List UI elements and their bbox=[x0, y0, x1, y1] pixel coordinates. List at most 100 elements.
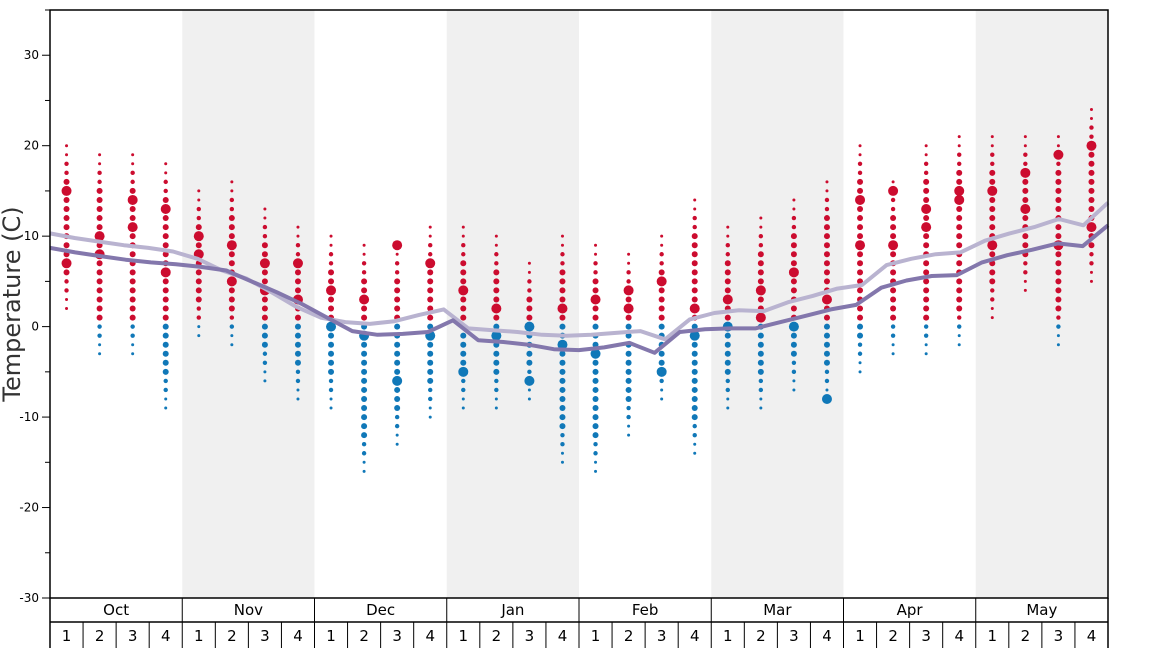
temperature-point bbox=[990, 161, 995, 166]
temperature-point bbox=[1055, 260, 1062, 267]
temperature-point bbox=[197, 334, 201, 338]
temperature-point bbox=[725, 252, 730, 257]
temperature-point bbox=[493, 368, 500, 375]
temperature-point bbox=[691, 341, 698, 348]
temperature-point bbox=[96, 278, 103, 285]
temperature-point bbox=[658, 323, 665, 330]
temperature-point bbox=[923, 242, 930, 249]
temperature-point bbox=[361, 395, 368, 402]
temperature-point bbox=[228, 305, 235, 312]
temperature-point bbox=[295, 378, 301, 384]
temperature-point bbox=[957, 324, 962, 329]
temperature-point bbox=[660, 243, 664, 247]
temperature-point bbox=[162, 242, 169, 249]
temperature-point bbox=[64, 288, 69, 293]
temperature-point bbox=[823, 323, 830, 330]
temperature-point bbox=[722, 294, 733, 305]
temperature-point bbox=[394, 278, 401, 285]
temperature-point bbox=[592, 377, 599, 384]
temperature-point bbox=[164, 397, 168, 401]
temperature-point bbox=[923, 178, 930, 185]
temperature-point bbox=[295, 369, 301, 375]
temperature-point bbox=[559, 377, 566, 384]
temperature-point bbox=[726, 397, 730, 401]
temperature-point bbox=[956, 278, 963, 285]
temperature-point bbox=[724, 260, 731, 267]
temperature-point bbox=[362, 252, 366, 256]
temperature-point bbox=[954, 185, 965, 196]
temperature-point bbox=[691, 287, 698, 294]
temperature-point bbox=[923, 196, 930, 203]
temperature-point bbox=[96, 196, 103, 203]
temperature-point bbox=[956, 305, 963, 312]
temperature-point bbox=[592, 359, 599, 366]
temperature-point bbox=[96, 269, 103, 276]
temperature-point bbox=[989, 196, 996, 203]
temperature-point bbox=[1088, 206, 1095, 213]
week-label: 2 bbox=[624, 627, 634, 645]
temperature-point bbox=[296, 225, 300, 229]
temperature-point bbox=[1089, 261, 1094, 266]
temperature-point bbox=[460, 305, 467, 312]
week-label: 1 bbox=[62, 627, 72, 645]
temperature-point bbox=[129, 287, 136, 294]
temperature-point bbox=[691, 368, 698, 375]
temperature-point bbox=[626, 405, 631, 411]
temperature-point bbox=[923, 305, 930, 312]
temperature-point bbox=[957, 161, 962, 166]
temperature-point bbox=[625, 377, 632, 384]
temperature-point bbox=[757, 359, 764, 366]
temperature-point bbox=[956, 215, 963, 222]
month-label-feb: Feb bbox=[632, 601, 659, 619]
temperature-point bbox=[625, 386, 632, 393]
temperature-point bbox=[329, 234, 333, 238]
temperature-point bbox=[262, 351, 268, 356]
temperature-point bbox=[195, 242, 202, 249]
temperature-point bbox=[526, 305, 533, 312]
temperature-point bbox=[394, 270, 400, 275]
temperature-point bbox=[395, 252, 399, 256]
temperature-point bbox=[725, 243, 730, 248]
temperature-point bbox=[129, 296, 136, 303]
temperature-point bbox=[164, 406, 168, 410]
temperature-point bbox=[493, 269, 500, 276]
temperature-point bbox=[394, 405, 401, 412]
y-tick-label: -10 bbox=[19, 410, 39, 424]
temperature-point bbox=[989, 251, 996, 258]
temperature-point bbox=[821, 393, 832, 404]
temperature-point bbox=[460, 314, 467, 321]
month-band-jan bbox=[446, 10, 579, 598]
temperature-point bbox=[261, 341, 268, 348]
temperature-point bbox=[957, 343, 961, 347]
temperature-point bbox=[790, 332, 797, 339]
temperature-point bbox=[559, 278, 566, 285]
temperature-point bbox=[263, 370, 267, 374]
temperature-point bbox=[130, 170, 135, 176]
temperature-point bbox=[129, 269, 136, 276]
temperature-point bbox=[1088, 169, 1095, 176]
temperature-point bbox=[560, 432, 565, 438]
temperature-point bbox=[129, 233, 136, 240]
temperature-point bbox=[755, 312, 766, 323]
temperature-point bbox=[788, 267, 799, 278]
temperature-point bbox=[594, 460, 598, 464]
temperature-point bbox=[724, 314, 731, 321]
temperature-point bbox=[428, 415, 432, 419]
temperature-point bbox=[790, 350, 797, 357]
temperature-point bbox=[96, 305, 103, 312]
temperature-point bbox=[857, 170, 863, 176]
week-label: 3 bbox=[525, 627, 535, 645]
temperature-point bbox=[97, 324, 102, 329]
temperature-point bbox=[957, 334, 961, 338]
temperature-point bbox=[857, 206, 864, 213]
temperature-point bbox=[560, 243, 564, 247]
temperature-point bbox=[229, 324, 235, 329]
temperature-point bbox=[527, 279, 532, 284]
temperature-point bbox=[659, 378, 664, 384]
temperature-point bbox=[362, 460, 366, 464]
temperature-point bbox=[460, 260, 467, 267]
temperature-point bbox=[857, 161, 863, 166]
temperature-point bbox=[890, 269, 897, 276]
trend-line-dark bbox=[49, 223, 1110, 355]
temperature-point bbox=[660, 234, 664, 238]
